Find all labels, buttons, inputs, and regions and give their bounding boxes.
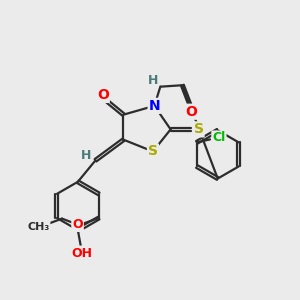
Text: Cl: Cl xyxy=(212,131,226,144)
Text: O: O xyxy=(72,218,83,231)
Text: H: H xyxy=(81,148,91,161)
Text: OH: OH xyxy=(72,247,93,260)
Text: S: S xyxy=(148,145,158,158)
Text: S: S xyxy=(194,122,204,136)
Text: O: O xyxy=(185,105,197,119)
Text: O: O xyxy=(97,88,109,102)
Text: H: H xyxy=(148,74,158,87)
Text: CH₃: CH₃ xyxy=(27,222,50,233)
Text: N: N xyxy=(148,99,160,113)
